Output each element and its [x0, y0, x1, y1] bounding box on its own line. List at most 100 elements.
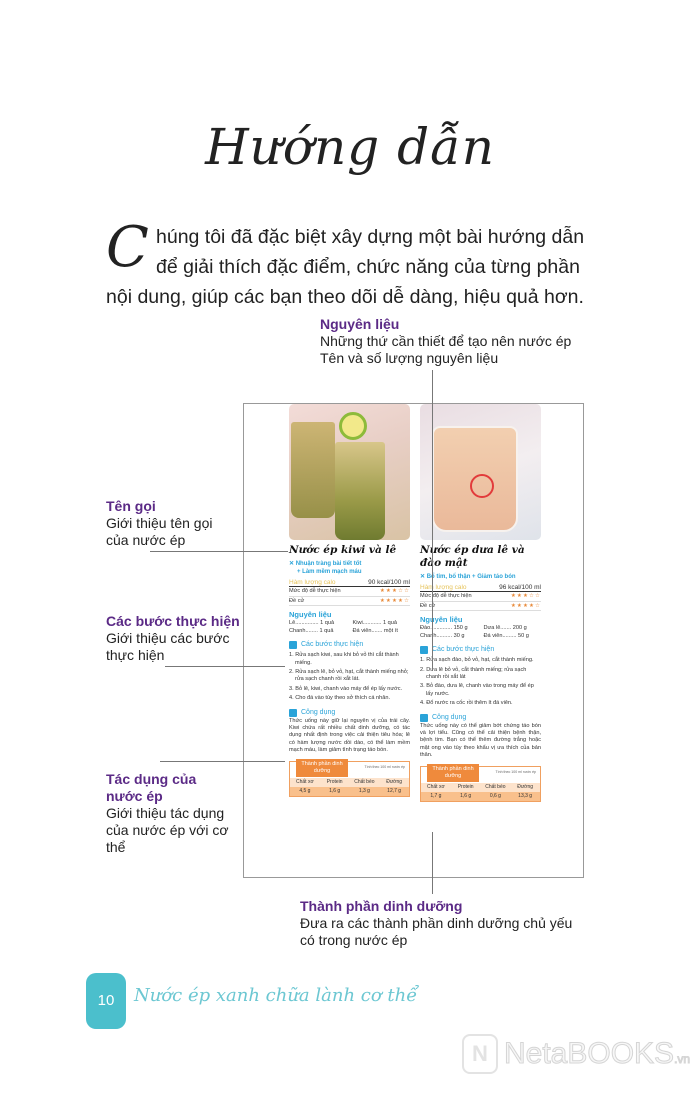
- melon-peach-juice-photo: [420, 404, 541, 540]
- nut-value: 0,6 g: [489, 792, 501, 799]
- effects-text: Thức uống này có thể giảm bớt chứng táo …: [420, 722, 541, 759]
- effects-heading-text: Công dụng: [432, 713, 467, 721]
- ingredient-item: Chanh.......... 30 g: [420, 632, 465, 639]
- ingredients-heading: Nguyên liệu: [420, 615, 463, 625]
- equipment-label: Đề cử: [420, 602, 436, 609]
- nut-value: 1,6 g: [460, 792, 472, 799]
- calories-label: Hàm lượng calo: [420, 584, 467, 591]
- annotation-desc: Giới thiệu các bước thực hiện: [106, 630, 230, 663]
- effects-heading-text: Công dụng: [301, 708, 336, 716]
- ingredient-item: Đá viên......... 50 g: [483, 632, 529, 639]
- annotation-title: Thành phần dinh dưỡng: [300, 898, 463, 914]
- step-item: 4. Cho đá vào tùy theo sở thích cá nhân.: [289, 695, 391, 702]
- ingredients-list: Lê............... 1 quả Kiwi............ …: [289, 620, 410, 635]
- annotation-desc: Đưa ra các thành phần dinh dưỡng chủ yếu…: [300, 915, 573, 948]
- nut-header: Protein: [326, 778, 343, 785]
- nut-value: 1,7 g: [430, 792, 442, 799]
- steps-heading-text: Các bước thực hiện: [301, 641, 364, 649]
- step-item: 2. Dưa lê bỏ vỏ, cắt thành miếng; rửa sạ…: [420, 666, 527, 681]
- leader-line-steps: [165, 666, 285, 667]
- page-title: Hướng dẫn: [205, 118, 495, 176]
- effects-heading: Công dụng: [289, 708, 410, 718]
- difficulty-row: Mức độ dễ thực hiện ★★★☆☆: [420, 592, 541, 602]
- ingredients-heading: Nguyên liệu: [289, 610, 332, 620]
- annotation-name: Tên gọi Giới thiệu tên gọi của nước ép: [106, 498, 236, 549]
- nut-header: Chất béo: [485, 783, 506, 790]
- nut-header: Chất xơ: [296, 778, 314, 785]
- page-number: 10: [86, 973, 126, 1029]
- difficulty-row: Mức độ dễ thực hiện ★★★☆☆: [289, 587, 410, 597]
- difficulty-label: Mức độ dễ thực hiện: [289, 588, 341, 595]
- nutrition-value-row: 4,5 g 1,6 g 1,3 g 12,7 g: [290, 786, 409, 796]
- recipe-benefit: ✕ Nhuận tràng bài tiết tốt: [289, 561, 362, 567]
- equipment-row: Đề cử ★★★★☆: [420, 602, 541, 612]
- nutrition-note: Tính theo 100 ml nước ép: [495, 769, 536, 774]
- calories-label: Hàm lượng calo: [289, 579, 336, 586]
- nut-header: Chất béo: [354, 778, 375, 785]
- annotation-title: Các bước thực hiện: [106, 613, 240, 629]
- ingredient-item: Chanh........ 1 quả: [289, 627, 334, 634]
- ingredients-list: Đào.............. 150 g Dưa lê....... 200…: [420, 625, 541, 640]
- watermark-text: NetaBOOKS.vn: [503, 1037, 691, 1071]
- watermark-suffix: .vn: [674, 1052, 691, 1067]
- calories-value: 96 kcal/100 ml: [499, 584, 541, 591]
- difficulty-stars: ★★★☆☆: [510, 593, 541, 600]
- leader-line-effects: [160, 761, 285, 762]
- step-item: 3. Bỏ lê, kiwi, chanh vào máy để ép lấy …: [289, 685, 403, 692]
- recipe-name: Nước ép dưa lê và đào mật: [420, 544, 525, 569]
- recipe-column-1: Nước ép kiwi và lê ✕ Nhuận tràng bài tiế…: [289, 544, 410, 797]
- annotation-title: Tác dụng của nước ép: [106, 771, 197, 804]
- step-item: 1. Rửa sạch kiwi, sau khi bỏ vỏ thì cắt …: [289, 652, 399, 666]
- calories-value: 90 kcal/100 ml: [368, 579, 410, 586]
- nutrition-heading: Thành phần dinh dưỡng: [296, 758, 348, 777]
- steps-heading-text: Các bước thực hiện: [432, 646, 495, 654]
- annotation-desc: Giới thiệu tên gọi của nước ép: [106, 515, 213, 548]
- nut-value: 12,7 g: [387, 787, 402, 794]
- nutrition-value-row: 1,7 g 1,6 g 0,6 g 13,3 g: [421, 791, 540, 801]
- nutrition-heading: Thành phần dinh dưỡng: [427, 763, 479, 782]
- annotation-effects: Tác dụng của nước ép Giới thiệu tác dụng…: [106, 771, 236, 856]
- step-item: 2. Rửa sạch lê, bỏ vỏ, hạt, cắt thành mi…: [289, 669, 409, 683]
- nut-header: Protein: [457, 783, 474, 790]
- nut-header: Đường: [386, 778, 403, 785]
- equipment-stars: ★★★★☆: [510, 602, 541, 609]
- nut-value: 1,3 g: [358, 787, 370, 794]
- leader-line-ingredients: [432, 370, 433, 670]
- equipment-stars: ★★★★☆: [379, 597, 410, 604]
- ingredient-item: Lê............... 1 quả: [289, 620, 335, 627]
- steps-heading: Các bước thực hiện: [289, 640, 410, 650]
- netabooks-watermark: N NetaBOOKS.vn: [462, 1034, 691, 1074]
- recipe-benefit: + Làm mềm mạch máu: [297, 569, 362, 575]
- effects-text: Thức uống này giữ lại nguyên vị của trái…: [289, 717, 410, 754]
- bottle-icon: [289, 708, 297, 717]
- recipe-name: Nước ép kiwi và lê: [289, 544, 397, 556]
- nut-value: 1,6 g: [329, 787, 341, 794]
- leader-line-name: [150, 551, 288, 552]
- step-item: 4. Đổ nước ra cốc rồi thêm ít đá viên.: [420, 700, 513, 707]
- nut-value: 13,3 g: [518, 792, 533, 799]
- effects-heading: Công dụng: [420, 713, 541, 723]
- netabooks-logo-icon: N: [462, 1034, 498, 1074]
- sample-page-frame: [243, 403, 584, 878]
- nutrition-note: Tính theo 100 ml nước ép: [364, 764, 405, 769]
- annotation-ingredients: Nguyên liệu Những thứ cần thiết để tạo n…: [320, 316, 600, 367]
- difficulty-stars: ★★★☆☆: [379, 588, 410, 595]
- ingredient-item: Dưa lê....... 200 g: [483, 625, 527, 632]
- recipe-column-2: Nước ép dưa lê và đào mật ✕ Bổ tim, bổ t…: [420, 544, 541, 802]
- drop-cap: C: [106, 218, 149, 276]
- nutrition-header-row: Chất xơ Protein Chất béo Đường: [290, 777, 409, 787]
- equipment-row: Đề cử ★★★★☆: [289, 597, 410, 607]
- nutrition-table: Thành phần dinh dưỡng Tính theo 100 ml n…: [289, 758, 410, 797]
- annotation-steps: Các bước thực hiện Giới thiệu các bước t…: [106, 613, 241, 664]
- ingredient-item: Đào.............. 150 g: [420, 625, 468, 632]
- annotation-nutrition: Thành phần dinh dưỡng Đưa ra các thành p…: [300, 898, 590, 949]
- nut-header: Chất xơ: [427, 783, 445, 790]
- calories-row: Hàm lượng calo 96 kcal/100 ml: [420, 584, 541, 593]
- steps-heading: Các bước thực hiện: [420, 645, 541, 655]
- step-item: 1. Rửa sạch đào, bỏ vỏ, hạt, cắt thành m…: [420, 657, 534, 664]
- annotation-desc: Tên và số lượng nguyên liệu: [320, 350, 499, 366]
- ingredient-item: Đá viên....... một ít: [352, 627, 398, 634]
- watermark-brand: NetaBOOKS: [503, 1037, 675, 1071]
- bowl-icon: [420, 646, 428, 655]
